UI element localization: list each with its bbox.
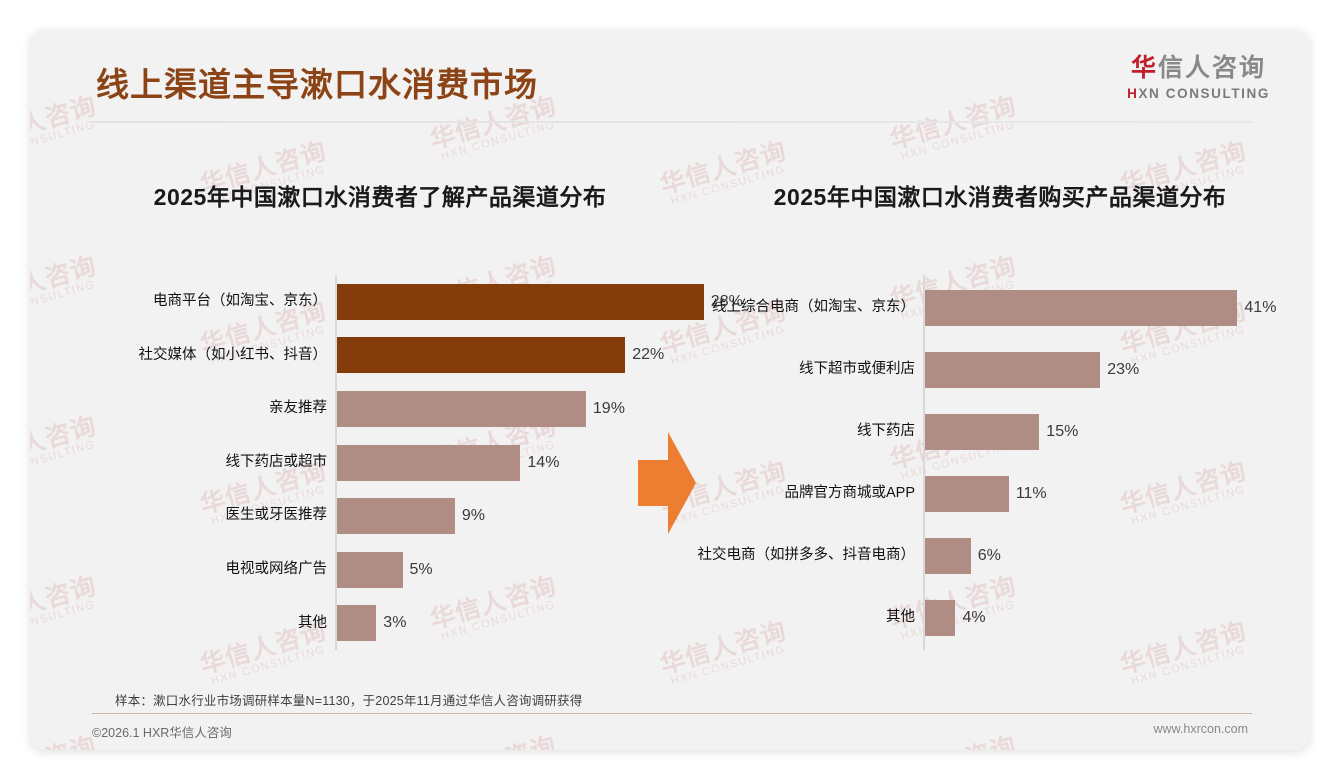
bar-category-label: 线下超市或便利店 xyxy=(799,361,915,378)
bar-row: 其他 3% xyxy=(70,597,690,651)
bar-row: 线下超市或便利店 23% xyxy=(690,339,1310,401)
bar-category-label: 社交电商（如拼多多、抖音电商） xyxy=(697,547,916,564)
axis-line-awareness xyxy=(335,275,337,650)
bar-row: 医生或牙医推荐 9% xyxy=(70,489,690,543)
bar-row: 线下药店 15% xyxy=(690,401,1310,463)
bar-row: 社交媒体（如小红书、抖音） 22% xyxy=(70,329,690,383)
bar-value-label: 22% xyxy=(632,346,665,364)
bar-segment[interactable] xyxy=(925,538,971,574)
bar-category-label: 品牌官方商城或APP xyxy=(784,485,915,502)
logo-english-text: HXN CONSULTING xyxy=(1127,86,1270,101)
bar-segment[interactable] xyxy=(337,337,626,374)
bar-value-label: 9% xyxy=(461,507,486,525)
page-title: 线上渠道主导漱口水消费市场 xyxy=(96,66,538,103)
website-url[interactable]: www.hxrcon.com xyxy=(1153,722,1248,736)
bar-segment[interactable] xyxy=(337,498,455,535)
logo-cn-accent: 华 xyxy=(1131,54,1159,82)
chart-awareness-channels: 2025年中国漱口水消费者了解产品渠道分布 电商平台（如淘宝、京东） 28% 社交媒… xyxy=(70,150,743,660)
bar-segment[interactable] xyxy=(925,290,1238,326)
company-logo: 华信人咨询 HXN CONSULTING xyxy=(1127,48,1270,101)
bar-category-label: 电商平台（如淘宝、京东） xyxy=(153,293,327,310)
bar-value-label: 28% xyxy=(710,292,743,310)
source-note: 样本：漱口水行业市场调研样本量N=1130，于2025年11月通过华信人咨询调研… xyxy=(115,694,583,708)
logo-en-rest: XN CONSULTING xyxy=(1138,86,1270,101)
bar-category-label: 电视或网络广告 xyxy=(225,561,328,578)
bar-segment[interactable] xyxy=(925,352,1101,388)
slide-header: 线上渠道主导漱口水消费市场 华信人咨询 HXN CONSULTING xyxy=(30,30,1310,123)
bar-row: 线下药店或超市 14% xyxy=(70,436,690,490)
bar-value-label: 23% xyxy=(1107,361,1140,378)
bar-segment[interactable] xyxy=(337,444,521,481)
header-divider xyxy=(92,121,1252,123)
chart-title-purchase: 2025年中国漱口水消费者购买产品渠道分布 xyxy=(773,184,1227,210)
bar-value-label: 19% xyxy=(592,399,625,417)
bar-category-label: 线下药店或超市 xyxy=(225,453,328,470)
bar-value-label: 11% xyxy=(1015,485,1047,502)
bar-row: 电商平台（如淘宝、京东） 28% xyxy=(70,275,743,329)
chart-title-awareness: 2025年中国漱口水消费者了解产品渠道分布 xyxy=(153,184,607,210)
bar-value-label: 6% xyxy=(977,547,1001,564)
bar-value-label: 5% xyxy=(409,560,433,578)
logo-en-accent: H xyxy=(1127,86,1139,101)
logo-cn-rest: 信人咨询 xyxy=(1158,54,1267,82)
bar-segment[interactable] xyxy=(337,551,403,588)
bar-segment[interactable] xyxy=(925,414,1040,450)
bar-row: 线上综合电商（如淘宝、京东） 41% xyxy=(690,277,1310,339)
axis-line-purchase xyxy=(923,275,925,650)
bar-segment[interactable] xyxy=(337,283,704,320)
bar-value-label: 4% xyxy=(962,609,986,626)
copyright-text: ©2026.1 HXR华信人咨询 xyxy=(92,726,232,740)
bar-row: 电视或网络广告 5% xyxy=(70,543,690,597)
bar-segment[interactable] xyxy=(337,390,586,427)
bar-row: 亲友推荐 19% xyxy=(70,382,690,436)
bar-value-label: 3% xyxy=(383,614,407,632)
bar-category-label: 其他 xyxy=(886,609,915,626)
bar-row: 其他 4% xyxy=(690,587,1310,649)
flow-arrow-icon xyxy=(638,432,696,534)
chart-purchase-channels: 2025年中国漱口水消费者购买产品渠道分布 线上综合电商（如淘宝、京东） 41% 线… xyxy=(690,150,1310,660)
plot-area-purchase: 线上综合电商（如淘宝、京东） 41% 线下超市或便利店 23% 线下药店 15% 品牌官方商… xyxy=(690,275,1310,650)
bar-segment[interactable] xyxy=(925,600,956,636)
logo-chinese-text: 华信人咨询 xyxy=(1127,48,1270,84)
bar-category-label: 线下药店 xyxy=(857,423,915,440)
bar-category-label: 医生或牙医推荐 xyxy=(225,507,328,524)
bar-row: 品牌官方商城或APP 11% xyxy=(690,463,1310,525)
footer-divider xyxy=(92,713,1252,714)
bar-value-label: 14% xyxy=(527,453,560,471)
plot-area-awareness: 电商平台（如淘宝、京东） 28% 社交媒体（如小红书、抖音） 22% 亲友推荐 19% 线下… xyxy=(70,275,743,651)
bar-value-label: 41% xyxy=(1244,299,1277,316)
bar-segment[interactable] xyxy=(337,605,377,642)
bar-row: 社交电商（如拼多多、抖音电商） 6% xyxy=(690,525,1310,587)
bar-category-label: 社交媒体（如小红书、抖音） xyxy=(138,346,328,363)
bar-category-label: 其他 xyxy=(298,614,327,631)
bar-category-label: 线上综合电商（如淘宝、京东） xyxy=(712,299,915,316)
bar-segment[interactable] xyxy=(925,476,1009,512)
bar-category-label: 亲友推荐 xyxy=(269,400,327,417)
bar-value-label: 15% xyxy=(1046,423,1079,440)
